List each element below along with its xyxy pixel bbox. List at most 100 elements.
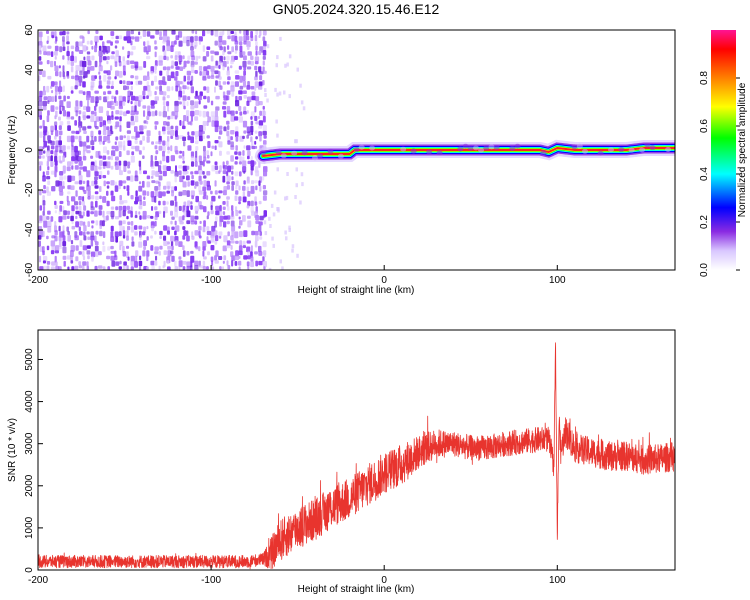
spectrogram-noise-cell (110, 55, 115, 60)
spectrogram-noise-cell (234, 70, 240, 74)
spectrogram-noise-cell (126, 230, 129, 237)
spectrogram-noise-cell (134, 75, 139, 80)
spectrogram-noise-cell (194, 101, 199, 109)
spectrogram-noise-cell (123, 140, 126, 147)
spectrogram-noise-cell (98, 265, 103, 269)
spectrogram-noise-cell (70, 45, 75, 50)
spectrogram-noise-cell (54, 95, 57, 102)
spectrogram-noise-cell (74, 160, 78, 164)
spectrogram-noise-cell (274, 87, 277, 92)
spectrogram-y-tick-label: -40 (24, 222, 35, 237)
spectrogram-noise-cell (302, 106, 306, 111)
spectrogram-noise-cell (195, 90, 198, 97)
spectrogram-noise-cell (118, 180, 123, 187)
spectrogram-noise-cell (127, 140, 132, 146)
spectrogram-noise-cell (230, 165, 234, 170)
spectrogram-noise-cell (131, 241, 135, 247)
spectrogram-noise-cell (239, 111, 243, 116)
spectrogram-noise-cell (273, 190, 277, 195)
spectrogram-noise-cell (239, 240, 243, 247)
spectrogram-noise-cell (46, 30, 49, 34)
spectrogram-noise-cell (119, 135, 124, 140)
spectrogram-noise-cell (239, 231, 243, 238)
spectrogram-noise-cell (206, 70, 210, 76)
spectrogram-noise-cell (139, 131, 144, 135)
colorbar-ticks: 0.00.20.40.60.8 (699, 71, 740, 277)
spectrogram-noise-cell (230, 220, 235, 227)
spectrogram-noise-cell (206, 46, 211, 50)
spectrogram-noise-cell (186, 101, 189, 107)
spectrogram-noise-cell (78, 90, 83, 94)
spectrogram-noise-cell (62, 181, 65, 187)
spectrogram-ridge-halo (618, 147, 625, 152)
spectrogram-noise-cell (122, 96, 126, 103)
spectrogram-noise-cell (102, 175, 107, 179)
spectrogram-noise-cell (238, 65, 242, 70)
spectrogram-noise-cell (162, 200, 166, 206)
spectrogram-noise-cell (130, 206, 133, 212)
spectrogram-noise-cell (130, 36, 135, 40)
spectrogram-noise-cell (154, 100, 158, 105)
spectrogram-noise-cell (146, 191, 150, 196)
spectrogram-noise-cell (215, 216, 218, 223)
spectrogram-noise-cell (246, 145, 251, 151)
spectrogram-noise-cell (226, 215, 231, 220)
spectrogram-noise-cell (90, 110, 95, 115)
spectrogram-noise-cell (58, 235, 62, 242)
spectrogram-noise-cell (54, 91, 58, 96)
spectrogram-noise-cell (62, 165, 66, 172)
spectrogram-noise-cell (182, 266, 186, 270)
spectrogram-noise-cell (110, 41, 113, 46)
spectrogram-ridge-halo (410, 148, 417, 154)
spectrogram-noise-cell (230, 30, 234, 34)
spectrogram-noise-cell (110, 210, 115, 218)
spectrogram-noise-cell (263, 190, 268, 196)
spectrogram-noise-cell (118, 151, 122, 157)
spectrogram-noise-cell (262, 30, 267, 36)
spectrogram-noise-cell (102, 155, 107, 160)
spectrogram-noise-cell (239, 220, 243, 226)
spectrogram-noise-cell (151, 165, 155, 169)
spectrogram-noise-cell (146, 136, 150, 143)
spectrogram-noise-cell (183, 60, 187, 68)
spectrogram-ridge-halo (665, 147, 672, 152)
spectrogram-noise-cell (75, 135, 78, 140)
spectrogram-noise-cell (254, 140, 257, 145)
spectrogram-noise-cell (163, 50, 167, 57)
spectrogram-noise-cell (162, 101, 166, 106)
spectrogram-noise-cell (39, 36, 42, 43)
spectrogram-noise-cell (62, 40, 65, 47)
spectrogram-noise-cell (143, 61, 147, 68)
spectrogram-noise-cell (46, 191, 51, 196)
spectrogram-noise-cell (182, 55, 185, 60)
spectrogram-noise-cell (263, 111, 267, 116)
spectrogram-noise-cell (114, 141, 117, 145)
spectrogram-noise-cell (143, 41, 146, 46)
spectrogram-noise-cell (86, 261, 89, 267)
spectrogram-noise-cell (258, 251, 263, 256)
spectrogram-noise-cell (59, 246, 62, 250)
spectrogram-noise-cell (242, 150, 245, 156)
spectrogram-noise-cell (70, 245, 75, 252)
spectrogram-noise-cell (226, 120, 230, 125)
spectrogram-noise-cell (199, 235, 202, 239)
spectrogram-noise-cell (54, 150, 58, 157)
spectrogram-noise-cell (98, 205, 103, 210)
spectrogram-noise-cell (150, 260, 155, 266)
spectrogram-noise-cell (79, 70, 83, 76)
spectrogram-noise-cell (99, 121, 103, 128)
spectrogram-noise-cell (222, 61, 227, 68)
spectrogram-noise-cell (62, 110, 66, 117)
spectrogram-noise-cell (246, 46, 250, 50)
spectrogram-noise-cell (134, 175, 139, 182)
spectrogram-noise-cell (262, 36, 266, 42)
spectrogram-noise-cell (67, 231, 70, 236)
spectrogram-noise-cell (95, 220, 99, 226)
spectrogram-noise-cell (198, 135, 203, 142)
spectrogram-noise-cell (58, 140, 62, 146)
spectrogram-noise-cell (82, 251, 85, 257)
spectrogram-noise-cell (123, 200, 128, 204)
spectrogram-noise-cell (67, 266, 70, 270)
spectrogram-noise-cell (102, 165, 106, 169)
